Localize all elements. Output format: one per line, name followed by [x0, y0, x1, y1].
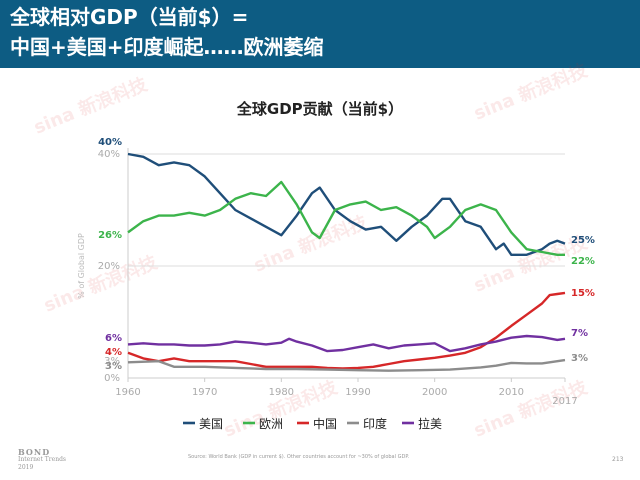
- chart-title: 全球GDP贡献（当前$）: [236, 100, 404, 118]
- x-tick-label: 1980: [269, 387, 294, 398]
- series-line-欧洲: [127, 180, 565, 256]
- y-tick-label: 40%: [98, 149, 120, 160]
- bond-logo: BOND Internet Trends 2019: [18, 447, 67, 471]
- page-number: 213: [612, 456, 624, 463]
- legend-label: 欧洲: [259, 417, 283, 431]
- series-end-label: 15%: [571, 288, 595, 299]
- y-tick-label: 0%: [104, 373, 120, 384]
- series-lines: [127, 152, 566, 372]
- axes: 0% 20% 40% 3% 1960 1970 1980 1990 2000 2010 2017 % …: [77, 148, 578, 407]
- series-start-label: 6%: [105, 333, 122, 344]
- series-line-中国: [127, 291, 566, 370]
- x-tick-label: 1970: [192, 387, 217, 398]
- series-end-label: 7%: [571, 328, 588, 339]
- series-start-label: 4%: [105, 347, 122, 358]
- grid-lines: [128, 153, 565, 267]
- banner-title-line-2: 中国+美国+印度崛起……欧洲萎缩: [10, 35, 324, 59]
- legend-label: 中国: [313, 416, 337, 431]
- series-start-label: 3%: [105, 361, 122, 372]
- x-tick-label: 2010: [499, 387, 524, 398]
- legend-label: 印度: [363, 416, 387, 431]
- x-tick-label: 1990: [345, 387, 370, 398]
- y-tick-label: 3%: [104, 356, 120, 367]
- x-tick-label: 2000: [422, 387, 447, 398]
- legend-label: 美国: [199, 417, 223, 431]
- series-labels: 40%25%26%22%4%15%3%3%6% 7%: [98, 137, 595, 372]
- source-note: Source: World Bank (GDP in current $). O…: [188, 454, 410, 460]
- y-axis-label: % of Global GDP: [77, 233, 86, 299]
- x-tick-label: 2017: [552, 396, 577, 407]
- series-start-label: 26%: [98, 230, 122, 241]
- legend: 美国 欧洲 中国 印度 拉美: [183, 416, 442, 431]
- series-line-印度: [127, 358, 566, 372]
- series-line-美国: [127, 152, 566, 256]
- y-tick-label: 20%: [98, 261, 120, 272]
- series-end-label: 22%: [571, 256, 595, 267]
- banner-title-line-1: 全球相对GDP（当前$）=: [10, 5, 249, 29]
- series-end-label: 3%: [571, 353, 588, 364]
- series-line-拉美: [127, 334, 566, 353]
- series-start-label: 40%: [98, 137, 122, 148]
- x-tick-label: 1960: [115, 387, 140, 398]
- series-end-label: 25%: [571, 235, 595, 246]
- title-banner: 全球相对GDP（当前$）= 中国+美国+印度崛起……欧洲萎缩: [0, 0, 640, 68]
- legend-label: 拉美: [418, 416, 442, 431]
